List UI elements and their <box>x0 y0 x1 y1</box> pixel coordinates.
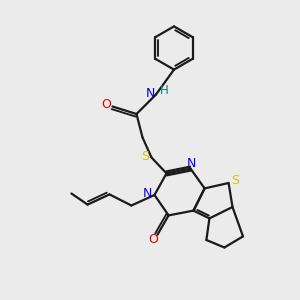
Text: S: S <box>231 174 239 187</box>
Text: O: O <box>148 232 158 246</box>
Text: N: N <box>146 86 156 100</box>
Text: N: N <box>187 157 196 170</box>
Text: S: S <box>141 150 149 163</box>
Text: N: N <box>143 187 153 200</box>
Text: O: O <box>102 98 111 112</box>
Text: H: H <box>160 84 169 98</box>
